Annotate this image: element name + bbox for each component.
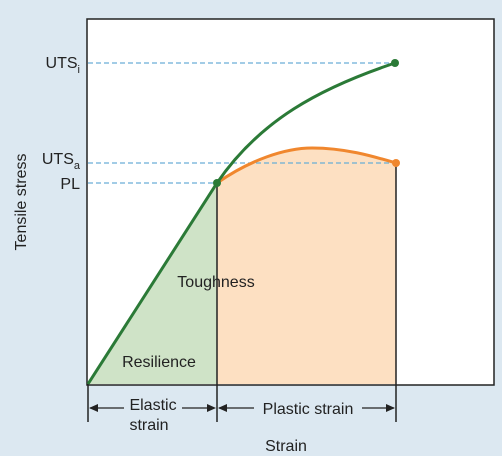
actual-stress-curve bbox=[216, 146, 397, 185]
x-axis-title: Strain bbox=[265, 438, 307, 455]
resilience-label: Resilience bbox=[122, 354, 196, 371]
y-axis-title: Tensile stress bbox=[13, 154, 30, 251]
toughness-region bbox=[217, 148, 396, 384]
elastic-arrow-left-head bbox=[89, 404, 98, 412]
plastic-arrow-left-head bbox=[218, 404, 227, 412]
elastic-strain-label-line1: Elastic bbox=[129, 397, 176, 414]
pl-point bbox=[213, 179, 221, 187]
pl-label: PL bbox=[60, 176, 80, 193]
uts-a-label: UTSa bbox=[42, 151, 81, 172]
uts-i-point bbox=[391, 59, 399, 67]
elastic-arrow-right-head bbox=[207, 404, 216, 412]
uts-a-point bbox=[392, 159, 400, 167]
plastic-strain-label: Plastic strain bbox=[263, 401, 354, 418]
ideal-stress-curve bbox=[86, 61, 396, 385]
uts-i-label: UTSi bbox=[46, 55, 80, 76]
plastic-arrow-right-head bbox=[386, 404, 395, 412]
toughness-label: Toughness bbox=[177, 274, 254, 291]
elastic-strain-label-line2: strain bbox=[129, 417, 168, 434]
